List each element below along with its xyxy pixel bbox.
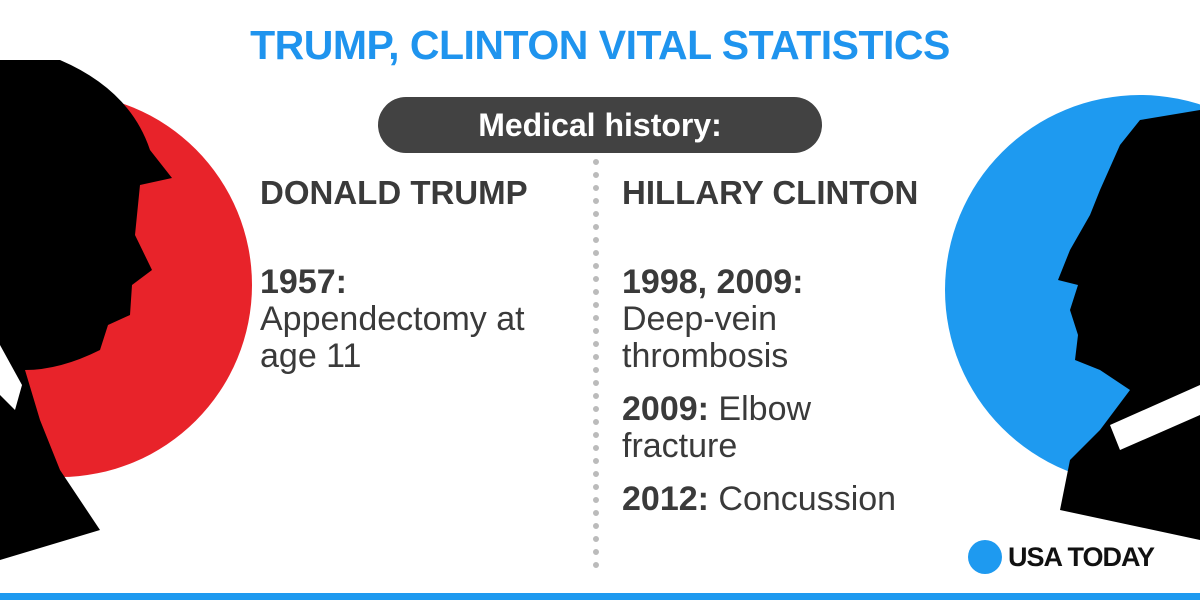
history-entry: 2012: Concussion [622,481,922,518]
entry-text: Concussion [718,480,897,518]
history-entry: 2009: Elbow fracture [622,391,922,465]
title: TRUMP, CLINTON VITAL STATISTICS [250,22,950,68]
section-label: Medical history: [378,97,822,153]
entry-text: Elbow fracture [622,390,812,465]
entry-year: 1998, 2009: [622,263,804,301]
entry-year: 2009: [622,390,709,428]
history-entry: 1998, 2009: Deep-vein thrombosis [622,264,922,375]
brand: USA TODAY [1008,542,1155,572]
history-entry: 1957: Appendectomy at age 11 [260,264,560,375]
entry-text: Appendectomy at age 11 [260,300,525,375]
entry-year: 1957: [260,263,347,301]
candidate-name: HILLARY CLINTON [622,174,919,211]
bottom-bar [0,593,1200,600]
trump-column: DONALD TRUMP 1957: Appendectomy at age 11 [260,174,560,391]
trump-silhouette [0,60,172,560]
clinton-collar [1110,385,1200,450]
entry-year: 2012: [622,480,709,518]
candidate-name: DONALD TRUMP [260,174,528,211]
clinton-column: HILLARY CLINTON 1998, 2009: Deep-vein thro… [622,174,922,534]
entry-text: Deep-vein thrombosis [622,300,789,375]
trump-collar [0,345,22,410]
brand-dot [968,540,1002,574]
clinton-silhouette [1058,110,1200,540]
